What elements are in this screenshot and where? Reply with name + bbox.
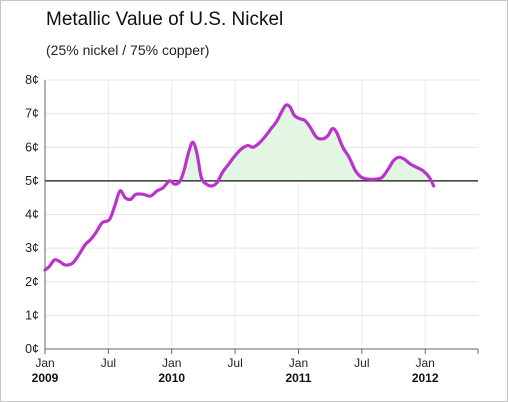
y-tick-label: 5¢ [25,174,39,188]
x-year-label: 2012 [412,371,439,385]
y-tick-label: 2¢ [25,275,39,289]
chart-subtitle: (25% nickel / 75% copper) [46,42,210,58]
y-tick-labels: 0¢ 1¢ 2¢ 3¢ 4¢ 5¢ 6¢ 7¢ 8¢ [25,73,39,356]
chart-title: Metallic Value of U.S. Nickel [46,9,284,30]
x-year-label: 2009 [32,371,59,385]
y-gridlines [45,79,478,350]
y-tick-label: 6¢ [25,140,39,154]
axis-layer [44,80,478,350]
y-tick-label: 3¢ [25,241,39,255]
x-tick-label: Jan [289,356,308,370]
x-tick-label: Jul [227,356,242,370]
y-tick-label: 7¢ [25,107,39,121]
y-tick-label: 1¢ [25,308,39,322]
x-tick-label: Jan [162,356,181,370]
x-tick-label: Jan [35,356,54,370]
above-reference-fill [45,104,434,181]
x-year-label: 2010 [158,371,185,385]
line-layer [43,103,436,272]
y-tick-label: 4¢ [25,208,39,222]
x-tick-label: Jul [354,356,369,370]
x-tick-label: Jul [101,356,116,370]
x-tick-label: Jan [416,356,435,370]
fill-layer [45,104,434,181]
series-line [43,103,436,272]
x-year-label: 2011 [285,371,311,385]
y-tick-label: 0¢ [25,342,39,356]
y-tick-label: 8¢ [25,73,39,87]
